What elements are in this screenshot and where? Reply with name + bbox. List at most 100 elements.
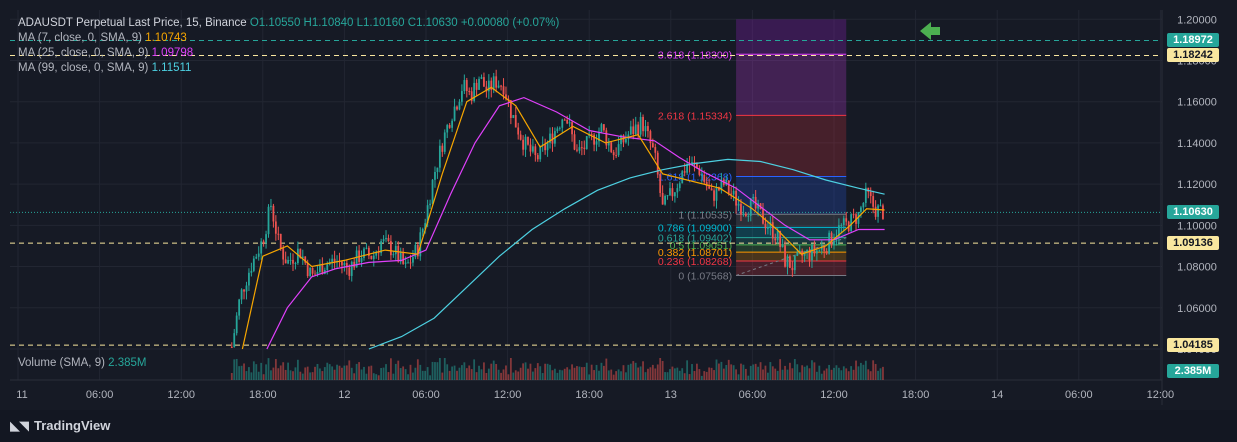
ma-99-line: [368, 158, 885, 350]
volume-bar: [414, 367, 417, 380]
candle-body: [485, 86, 488, 92]
volume-bar: [600, 362, 603, 380]
volume-bar: [272, 367, 275, 380]
volume-bar: [478, 365, 480, 380]
volume-bar: [576, 366, 578, 380]
volume-bar: [492, 360, 495, 380]
volume-bar: [698, 369, 701, 380]
volume-bar: [857, 366, 860, 380]
candle-body: [644, 126, 647, 132]
volume-bar: [688, 374, 691, 380]
candle-body: [304, 256, 307, 263]
volume-bar: [390, 358, 392, 380]
candle-body: [507, 98, 510, 101]
volume-bar: [461, 365, 463, 380]
tradingview-logo[interactable]: ◣◥ TradingView: [10, 418, 110, 434]
volume-bar: [250, 372, 253, 380]
volume-bar: [372, 373, 375, 380]
candle-body: [407, 262, 409, 264]
volume-bar: [397, 360, 400, 380]
candle-body: [519, 134, 522, 140]
price-tag: 1.18242: [1167, 48, 1219, 63]
candle-body: [573, 134, 576, 150]
volume-bar: [458, 367, 461, 380]
volume-legend[interactable]: Volume (SMA, 9) 2.385M: [18, 357, 146, 369]
volume-bar: [742, 364, 745, 380]
volume-bar: [235, 358, 238, 380]
volume-bar: [558, 369, 561, 380]
candle-body: [267, 206, 270, 235]
fib-level-label: 0.236 (1.08268): [658, 256, 732, 268]
candle-body: [365, 247, 368, 249]
price-tag: 1.09136: [1167, 236, 1219, 251]
volume-bar: [551, 370, 554, 380]
legend-ma-99[interactable]: MA (99, close, 0, SMA, 9) 1.11511: [18, 61, 559, 76]
volume-bar: [593, 370, 595, 380]
candle-body: [461, 91, 463, 102]
volume-bar: [823, 370, 826, 380]
volume-bar: [277, 368, 280, 380]
fib-level-label: 0.382 (1.08701): [658, 247, 732, 259]
ma-25-label: MA (25, close, 0, SMA, 9): [18, 47, 149, 59]
candle-body: [659, 174, 662, 193]
volume-bar: [544, 363, 547, 380]
candle-body: [360, 257, 363, 262]
volume-bar: [262, 374, 265, 380]
volume-bar: [404, 369, 407, 380]
price-chart[interactable]: 3.618 (1.18300)2.618 (1.15334)1.618 (1.1…: [0, 0, 1237, 410]
candle-body: [294, 263, 297, 265]
volume-bar: [703, 371, 706, 380]
horizontal-lines: [10, 39, 1162, 346]
volume-bar: [872, 360, 875, 380]
volume-bar: [806, 365, 808, 380]
candle-body: [830, 232, 833, 246]
volume-bar: [243, 363, 245, 380]
candle-body: [610, 142, 613, 153]
y-tick-label: 1.10000: [1177, 220, 1217, 232]
volume-bar: [813, 362, 816, 380]
volume-bar: [409, 364, 412, 380]
volume-bar: [470, 369, 473, 380]
volume-bar: [328, 364, 331, 380]
candle-body: [306, 262, 309, 277]
volume-bar: [700, 375, 703, 380]
candle-body: [348, 267, 351, 276]
candle-body: [446, 125, 449, 133]
ma-99-value: 1.11511: [151, 62, 192, 74]
x-tick-label: 12: [338, 389, 350, 401]
candle-body: [698, 168, 701, 175]
legend-ma-7[interactable]: MA (7, close, 0, SMA, 9) 1.10743: [18, 31, 559, 46]
volume-bar: [436, 362, 439, 380]
green-arrow-icon: [920, 22, 940, 40]
volume-bar: [793, 359, 796, 380]
volume-bar: [710, 367, 713, 380]
volume-bar: [502, 369, 505, 380]
volume-bar: [771, 366, 774, 380]
candle-body: [715, 187, 718, 201]
candle-body: [240, 289, 243, 300]
candle-body: [771, 222, 774, 239]
candle-body: [583, 147, 586, 149]
candle-body: [245, 285, 248, 292]
volume-bar: [825, 368, 828, 380]
volume-bar: [301, 373, 304, 380]
fib-level-label: 1.618 (1.12368): [658, 172, 732, 184]
candle-body: [301, 256, 304, 258]
volume-bar: [671, 366, 674, 380]
volume-bar: [864, 360, 867, 380]
legend-ma-25[interactable]: MA (25, close, 0, SMA, 9) 1.09798: [18, 46, 559, 61]
volume-bar: [664, 372, 666, 380]
candle-body: [451, 120, 454, 128]
volume-bar: [336, 364, 338, 380]
candle-body: [243, 289, 245, 292]
candle-body: [441, 145, 444, 152]
candle-body: [598, 131, 600, 142]
candle-body: [248, 272, 250, 286]
volume-bar: [789, 362, 791, 380]
candle-body: [414, 244, 417, 258]
candle-body: [512, 115, 515, 118]
candle-body: [842, 218, 845, 226]
candle-body: [316, 271, 319, 274]
candle-body: [262, 241, 265, 244]
candle-body: [412, 257, 414, 263]
